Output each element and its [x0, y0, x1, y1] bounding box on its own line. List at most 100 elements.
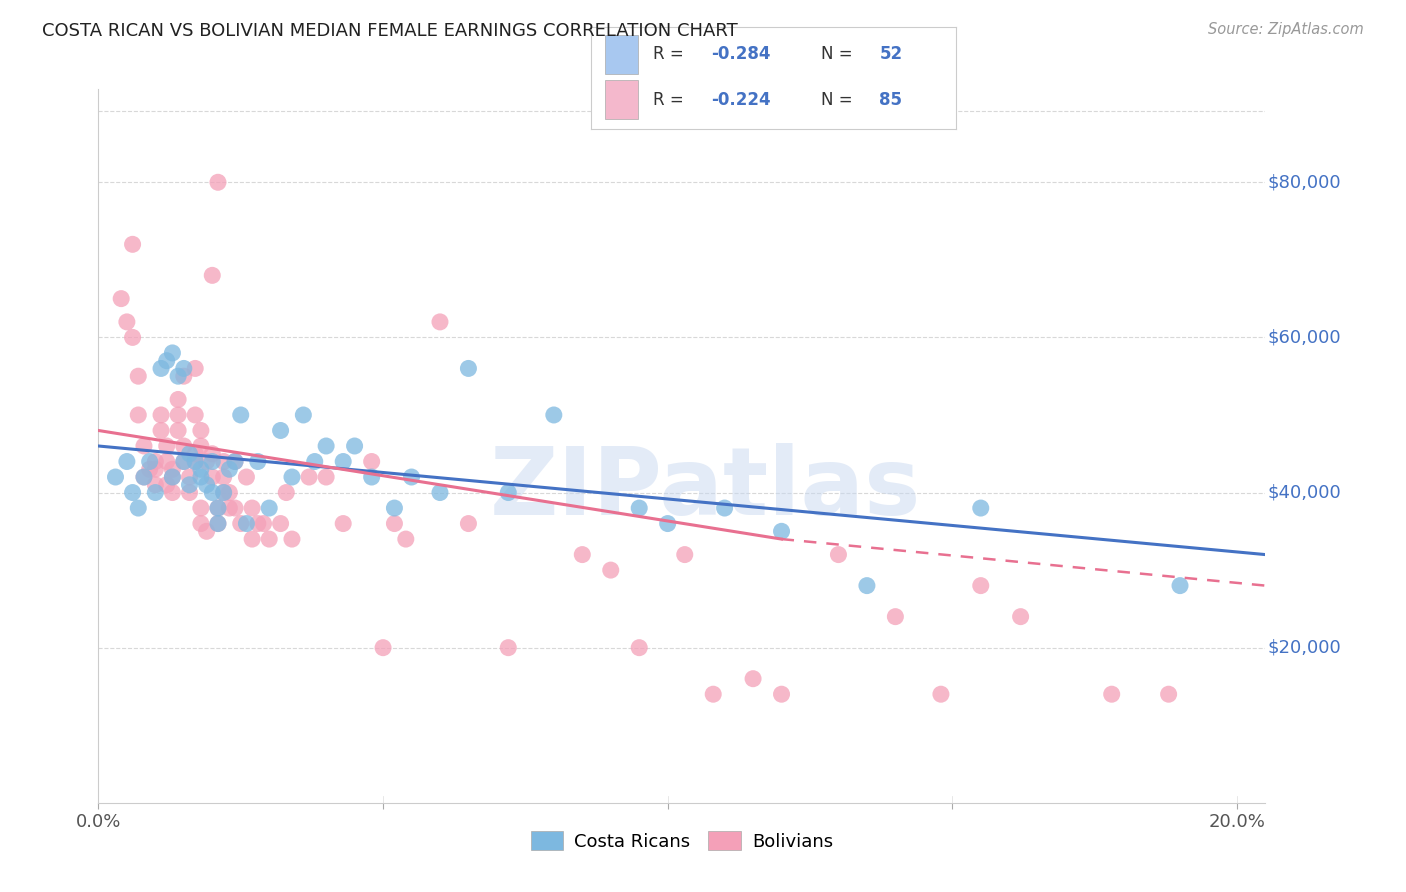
Point — [207, 501, 229, 516]
Point — [167, 424, 190, 438]
Point — [224, 501, 246, 516]
Point — [190, 470, 212, 484]
Point — [167, 369, 190, 384]
Point — [212, 485, 235, 500]
Point — [138, 462, 160, 476]
Point — [628, 501, 651, 516]
Point — [571, 548, 593, 562]
Point — [742, 672, 765, 686]
Point — [156, 477, 179, 491]
Point — [143, 477, 166, 491]
Point — [315, 470, 337, 484]
Point — [110, 292, 132, 306]
Point — [179, 470, 201, 484]
Point — [246, 516, 269, 531]
Point — [132, 439, 155, 453]
Point — [270, 424, 292, 438]
Point — [179, 447, 201, 461]
Point — [224, 454, 246, 468]
Point — [127, 408, 149, 422]
Point — [150, 424, 173, 438]
Point — [115, 315, 138, 329]
Text: $80,000: $80,000 — [1268, 173, 1341, 191]
Point — [332, 454, 354, 468]
Point — [173, 369, 195, 384]
Point — [360, 470, 382, 484]
Point — [201, 454, 224, 468]
Point — [156, 353, 179, 368]
Point — [240, 501, 263, 516]
Point — [246, 454, 269, 468]
Point — [184, 408, 207, 422]
Point — [167, 408, 190, 422]
Point — [371, 640, 394, 655]
Point — [104, 470, 127, 484]
Point — [218, 501, 240, 516]
Point — [498, 640, 520, 655]
Point — [884, 609, 907, 624]
Point — [150, 408, 173, 422]
Point — [657, 516, 679, 531]
Point — [401, 470, 423, 484]
Point — [201, 485, 224, 500]
Point — [121, 237, 143, 252]
Point — [235, 470, 257, 484]
Point — [702, 687, 724, 701]
Point — [121, 330, 143, 344]
Point — [218, 485, 240, 500]
Text: N =: N = — [821, 45, 858, 63]
Point — [257, 532, 280, 546]
Point — [143, 462, 166, 476]
Point — [132, 470, 155, 484]
Point — [384, 501, 406, 516]
Point — [270, 516, 292, 531]
Point — [121, 485, 143, 500]
Point — [179, 477, 201, 491]
Point — [315, 439, 337, 453]
Point — [252, 516, 274, 531]
Point — [162, 485, 184, 500]
Point — [457, 361, 479, 376]
Point — [343, 439, 366, 453]
Point — [162, 470, 184, 484]
Text: R =: R = — [652, 91, 689, 109]
Text: Source: ZipAtlas.com: Source: ZipAtlas.com — [1208, 22, 1364, 37]
Point — [127, 501, 149, 516]
Point — [207, 516, 229, 531]
Point — [673, 548, 696, 562]
Point — [132, 470, 155, 484]
Point — [429, 315, 451, 329]
Text: 52: 52 — [879, 45, 903, 63]
Point — [770, 687, 793, 701]
Point — [173, 361, 195, 376]
Text: $40,000: $40,000 — [1268, 483, 1341, 501]
Bar — [605, 35, 638, 74]
Text: $60,000: $60,000 — [1268, 328, 1341, 346]
Point — [162, 462, 184, 476]
Point — [195, 454, 218, 468]
Point — [207, 501, 229, 516]
Point — [173, 454, 195, 468]
Point — [179, 485, 201, 500]
Point — [143, 485, 166, 500]
Point — [543, 408, 565, 422]
Point — [201, 447, 224, 461]
Point — [195, 524, 218, 539]
Bar — [605, 80, 638, 119]
Point — [1168, 579, 1191, 593]
Point — [143, 454, 166, 468]
Point — [173, 454, 195, 468]
Point — [1010, 609, 1032, 624]
Point — [115, 454, 138, 468]
Point — [856, 579, 879, 593]
Text: N =: N = — [821, 91, 858, 109]
Point — [281, 470, 304, 484]
Point — [173, 439, 195, 453]
Point — [457, 516, 479, 531]
Y-axis label: Median Female Earnings: Median Female Earnings — [0, 344, 8, 548]
Point — [207, 516, 229, 531]
Point — [713, 501, 735, 516]
Point — [360, 454, 382, 468]
Text: R =: R = — [652, 45, 689, 63]
Point — [240, 532, 263, 546]
